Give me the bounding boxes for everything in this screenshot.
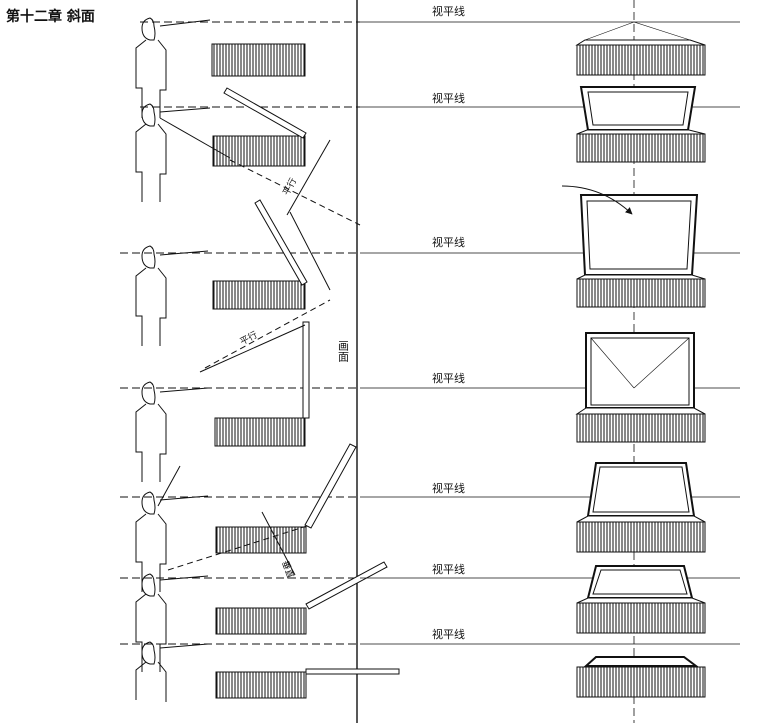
perspective-view-2 [576,86,706,163]
picture-plane-label: 画面 [337,340,350,362]
horizon-label-3: 视平线 [432,235,465,249]
side-view-row-7 [120,641,400,702]
side-view-row-1 [135,17,360,118]
perspective-view-1 [575,21,706,76]
horizon-label-2: 视平线 [432,91,465,105]
side-view-row-3 [120,139,360,369]
perspective-view-4 [575,332,706,443]
perspective-view-7 [576,656,706,698]
chapter-title: 第十二章 斜面 [6,9,95,25]
vertical-label: 垂直 [279,559,296,580]
perspective-view-5 [576,462,706,553]
side-view-row-4 [120,321,360,482]
side-view-row-2 [135,87,361,226]
parallel-label-2: 平行 [238,329,260,348]
horizon-label-1: 视平线 [432,4,465,18]
side-views [120,17,400,702]
side-view-row-6 [120,561,388,672]
perspective-view-6 [576,565,706,634]
horizon-label-5: 视平线 [432,481,465,495]
horizon-label-7: 视平线 [432,627,465,641]
horizon-label-4: 视平线 [432,371,465,385]
observer-figure [141,17,156,41]
parallel-label-1: 平行 [280,176,299,198]
horizon-label-6: 视平线 [432,562,465,576]
side-view-row-5 [120,443,360,592]
perspective-view-3 [561,185,706,308]
perspective-views [561,21,706,698]
